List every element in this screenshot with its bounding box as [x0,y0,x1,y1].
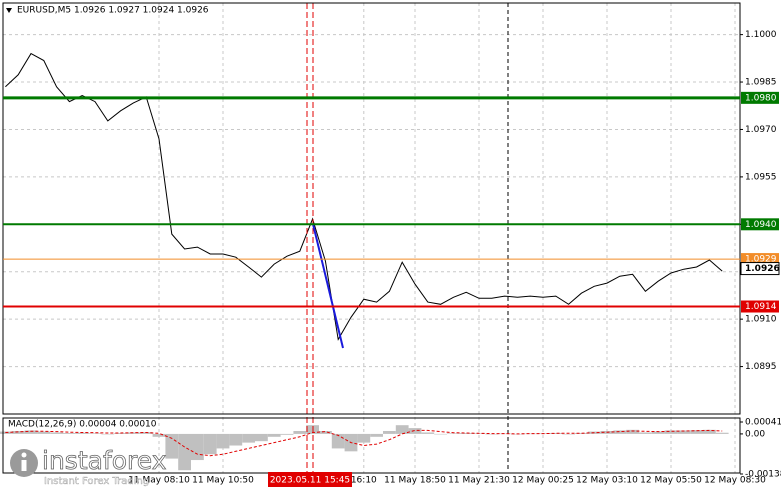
histogram-bar [75,432,89,434]
histogram-bar [421,432,435,434]
histogram-bar [319,431,332,434]
watermark: instaforex Instant Forex Trading [10,446,167,487]
histogram-bar [690,430,703,434]
histogram-bar [152,433,166,437]
level-label-box [741,218,779,231]
histogram-bar [613,430,627,434]
histogram-bar [165,433,179,459]
histogram-bar [216,433,230,449]
histogram-bar [383,431,396,434]
histogram-bar [280,433,294,435]
x-tick-label: 11 May 08:10 [128,476,190,486]
y-tick-label: 0.00041 [745,418,781,428]
histogram-bar [664,430,678,434]
histogram-bar [703,429,716,434]
histogram-bar [562,433,575,435]
data-layer [0,52,729,471]
histogram-bar [37,431,51,434]
logo-icon-stem [21,460,27,471]
crosshair-time-label: 2023.05.11 15:45 [270,476,350,486]
histogram-bar [459,433,473,434]
y-tick-label: 1.0955 [745,172,777,182]
histogram-bar [267,433,281,437]
histogram-bar [229,433,243,446]
x-tick-label: 12 May 00:25 [512,476,574,486]
x-tick-label: 12 May 05:50 [640,476,702,486]
y-tick-label: 1.0910 [745,315,777,325]
histogram-bar [24,430,38,434]
macd-panel-frame [2,417,741,474]
histogram-bar [203,433,217,455]
level-label: 1.0980 [745,93,777,103]
histogram-bar [50,432,63,434]
histogram-bar [715,432,729,434]
y-tick-label: 1.1000 [745,30,777,40]
last-price-label: 1.0926 [745,264,780,274]
histogram-bar [408,428,422,434]
logo-tagline: Instant Forex Trading [44,476,149,487]
level-label-box [741,300,779,313]
histogram-bar [357,433,371,443]
histogram-bar [498,433,511,435]
x-tick-label: 12 May 08:30 [704,476,766,486]
y-tick-label: 0.00 [745,429,765,439]
price-panel-frame [2,2,741,415]
histogram-bar [242,433,255,443]
histogram-bar [191,433,204,461]
histogram-bar [127,432,140,434]
histogram-bar [293,431,307,434]
logo-icon-dot [21,452,27,458]
histogram-bar [677,430,691,434]
histogram-bar [63,433,76,434]
histogram-bar [575,433,588,434]
histogram-bar [523,433,537,435]
histogram-bar [626,429,639,434]
x-tick-label: 11 May 10:50 [192,476,254,486]
y-tick-label: 1.0970 [745,125,777,135]
level-label: 1.0940 [745,220,777,230]
level-label: 1.0914 [745,302,777,312]
symbol-menu-icon[interactable] [6,8,12,13]
crosshair-time-box [268,472,352,487]
level-label-box [741,91,779,104]
y-tick-label: 1.0985 [745,78,777,88]
x-tick-label: 16:10 [351,476,377,486]
trend-annotation [312,223,344,349]
histogram-bar [101,433,115,435]
x-tick-label: 11 May 18:50 [384,476,446,486]
y-tick-label: 1.0895 [745,362,777,372]
overlay-layer: 1.0980 1.0940 1.0929 1.0914 1.0926 [3,91,780,313]
histogram-bar [139,432,153,434]
histogram-bar [331,433,345,449]
last-price-box [740,262,780,276]
level-label: 1.0929 [745,255,777,265]
price-line [5,52,723,341]
histogram-bar [395,425,409,434]
histogram-bar [11,431,25,434]
x-tick-label: 12 May 03:10 [576,476,638,486]
histogram-bar [434,433,447,435]
histogram-bar [639,432,652,434]
y-tick-label: -0.00138 [745,470,781,480]
histogram-bar [88,433,102,434]
histogram-bar [549,433,563,434]
level-label-box [741,253,779,266]
histogram-bar [651,431,665,434]
histogram-bar [485,433,499,435]
histogram-bar [370,433,383,437]
histogram-bar [447,433,460,434]
x-tick-label: 11 May 21:30 [448,476,510,486]
histogram-bar [255,433,268,442]
signal-line [5,429,723,457]
histogram-bar [178,433,191,471]
logo-name: instaforex [42,446,167,475]
indicator-title: MACD(12,26,9) 0.00004 0.00010 [8,420,157,430]
chart-title: EURUSD,M5 1.0926 1.0927 1.0924 1.0926 [17,6,209,16]
